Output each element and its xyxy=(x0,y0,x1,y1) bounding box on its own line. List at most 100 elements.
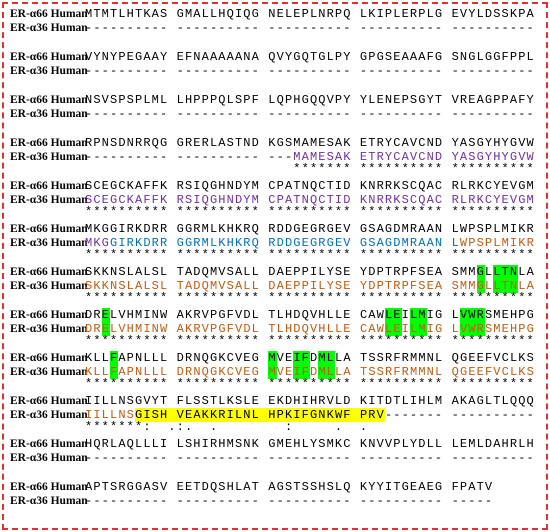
sequence-segment: APTSRGGASV EETDQSHLAT AGSTSSHSLQ KYYITGE… xyxy=(85,480,494,494)
conservation: ********** ********** ********** *******… xyxy=(85,334,535,348)
sequence-label: ER-α66 Human xyxy=(10,395,88,407)
sequence-label: ER-α66 Human xyxy=(10,94,88,106)
conservation: ********** ********** ********** *******… xyxy=(85,248,535,262)
sequence: ---------- ---------- ---------- -------… xyxy=(85,493,494,508)
sequence-segment: SCEGCKAFFK RSIQGHNDYM CPATNQCTID KNRRKSC… xyxy=(85,192,535,207)
sequence-segment: LVHMINW AKRVPGFVDL TLHDQVHLLE CAW xyxy=(110,321,385,336)
sequence: SKKNSLALSL TADQMVSALL DAEPPILYSE YDPTRPF… xyxy=(85,278,535,293)
sequence-segment: M xyxy=(268,364,277,379)
sequence-segment: LE xyxy=(384,308,402,322)
sequence-segment: GIRKDRR GGRMLKHKRQ RDDGEGRGEV GSAGDMRAAN… xyxy=(110,235,460,250)
sequence: MTMTLHTKAS GMALLHQIQG NELEPLNRPQ LKIPLER… xyxy=(85,8,535,21)
sequence-segment: ---------- ---------- ---------- -------… xyxy=(85,106,535,121)
sequence: ---------- ---------- ---------- -------… xyxy=(85,450,535,465)
sequence: VYNYPEGAAY EFNAAAAANA QVYGQTGLPY GPGSEAA… xyxy=(85,51,535,64)
sequence-segment: I xyxy=(401,321,410,336)
sequence-label: ER-α66 Human xyxy=(10,137,88,149)
sequence-segment: SKKNSLALSL TADQMVSALL DAEPPILYSE YDPTRPF… xyxy=(85,265,477,279)
sequence: ---------- ---------- ---------- -------… xyxy=(85,20,535,35)
sequence-segment: IF xyxy=(293,364,310,379)
sequence-segment: IILLNSGVYT FLSSTLKSLE EKDHIHRVLD KITDTLI… xyxy=(85,394,535,408)
sequence-segment: LM xyxy=(409,321,427,336)
sequence-segment: IG L xyxy=(426,308,460,322)
sequence-label: ER-α66 Human xyxy=(10,266,88,278)
sequence-segment: LA TSSRFRMMNL QGEEFVCLKS xyxy=(335,364,535,379)
sequence-segment: SCEGCKAFFK RSIQGHNDYM CPATNQCTID KNRRKSC… xyxy=(85,179,535,193)
sequence: KLLFAPNLLL DRNQGKCVEG MVEIFDMLLA TSSRFRM… xyxy=(85,364,535,379)
sequence-label: ER-α66 Human xyxy=(10,8,88,20)
sequence-segment: KLL xyxy=(85,351,110,365)
sequence-label: ER-α36 Human xyxy=(10,322,88,335)
sequence-label: ER-α36 Human xyxy=(10,365,88,378)
sequence: APTSRGGASV EETDQSHLAT AGSTSSHSLQ KYYITGE… xyxy=(85,481,493,494)
sequence-label: ER-α66 Human xyxy=(10,438,88,450)
sequence-label: ER-α36 Human xyxy=(10,279,88,292)
sequence-segment: VWR xyxy=(459,321,485,336)
sequence-segment: MKG xyxy=(85,235,110,250)
sequence-label: ER-α36 Human xyxy=(10,193,88,206)
sequence: ---------- ---------- ---MAMESAK ETRYCAV… xyxy=(85,149,535,164)
sequence-segment: F xyxy=(110,364,119,379)
sequence-segment: KLL xyxy=(85,364,110,379)
sequence: IILLNSGISH VEAKKRILNL HPKIFGNKWF PRV----… xyxy=(85,407,535,422)
sequence-segment: MAMESAK ETRYCAVCND YASGYHYGVW xyxy=(293,149,535,164)
sequence-segment: WPSPLMIKR xyxy=(459,235,535,250)
sequence-segment: SMEHPG xyxy=(484,321,535,336)
conservation: ********** ********** ********** *******… xyxy=(85,291,535,305)
sequence-segment: ---------- ---------- ---------- -------… xyxy=(85,63,535,78)
sequence: ---------- ---------- ---------- -------… xyxy=(85,106,535,121)
sequence-segment: LA xyxy=(518,278,535,293)
sequence-segment: APNLLL DRNQGKCVEG xyxy=(118,351,269,365)
sequence-segment: MKGGIRKDRR GGRMLKHKRQ RDDGEGRGEV GSAGDMR… xyxy=(85,222,535,236)
sequence-segment: ---------- ---------- ---------- -------… xyxy=(85,450,535,465)
sequence-segment: ---------- ---------- --- xyxy=(85,149,294,164)
sequence-segment: ML xyxy=(318,351,336,365)
sequence-label: ER-α36 Human xyxy=(10,150,88,163)
sequence-segment: F xyxy=(110,351,119,365)
sequence-segment: I xyxy=(401,308,410,322)
sequence-segment: GISH VEAKKRILNL HPKIFGNKWF PRV xyxy=(135,407,385,422)
sequence-segment: LA TSSRFRMMNL QGEEFVCLKS xyxy=(335,351,535,365)
sequence-segment: LE xyxy=(384,321,402,336)
sequence-segment: LM xyxy=(409,308,427,322)
sequence-label: ER-α66 Human xyxy=(10,180,88,192)
sequence-label: ER-α36 Human xyxy=(10,494,88,507)
sequence: IILLNSGVYT FLSSTLKSLE EKDHIHRVLD KITDTLI… xyxy=(85,395,535,408)
sequence-label: ER-α36 Human xyxy=(10,107,88,120)
sequence-segment: MTMTLHTKAS GMALLHQIQG NELEPLNRPQ LKIPLER… xyxy=(85,7,535,21)
sequence: SCEGCKAFFK RSIQGHNDYM CPATNQCTID KNRRKSC… xyxy=(85,192,535,207)
sequence-label: ER-α66 Human xyxy=(10,51,88,63)
sequence: ---------- ---------- ---------- -------… xyxy=(85,63,535,78)
sequence-segment: NSVSPSPLML LHPPPQLSPF LQPHGQQVPY YLENEPS… xyxy=(85,93,535,107)
sequence-segment: M xyxy=(268,351,277,365)
conservation: *******: .:. . : . . xyxy=(85,420,369,434)
sequence-segment: IG L xyxy=(426,321,460,336)
sequence: RPNSDNRRQG GRERLASTND KGSMAMESAK ETRYCAV… xyxy=(85,137,535,150)
sequence-segment: SMEHPG xyxy=(484,308,535,322)
sequence-segment: ---------- ---------- ---------- -------… xyxy=(85,493,494,508)
sequence-label: ER-α66 Human xyxy=(10,223,88,235)
sequence-segment: G xyxy=(476,265,485,279)
sequence-segment: APNLLL DRNQGKCVEG xyxy=(118,364,269,379)
sequence-segment: G xyxy=(476,278,485,293)
sequence: DRELVHMINW AKRVPGFVDL TLHDQVHLLE CAWLEIL… xyxy=(85,321,535,336)
sequence-segment: ML xyxy=(318,364,336,379)
sequence-segment: L xyxy=(484,278,494,293)
sequence-label: ER-α66 Human xyxy=(10,481,88,493)
sequence-segment: LVHMINW AKRVPGFVDL TLHDQVHLLE CAW xyxy=(110,308,385,322)
sequence-segment: ---------- ---------- ---------- -------… xyxy=(85,20,535,35)
sequence-segment: VYNYPEGAAY EFNAAAAANA QVYGQTGLPY GPGSEAA… xyxy=(85,50,535,64)
sequence: MKGGIRKDRR GGRMLKHKRQ RDDGEGRGEV GSAGDMR… xyxy=(85,223,535,236)
sequence-label: ER-α66 Human xyxy=(10,352,88,364)
sequence-label: ER-α66 Human xyxy=(10,309,88,321)
sequence-segment: VE xyxy=(276,351,294,365)
sequence-segment: LTN xyxy=(493,265,519,279)
sequence: SCEGCKAFFK RSIQGHNDYM CPATNQCTID KNRRKSC… xyxy=(85,180,535,193)
sequence-segment: E xyxy=(101,308,111,322)
sequence-segment: SKKNSLALSL TADQMVSALL DAEPPILYSE YDPTRPF… xyxy=(85,278,477,293)
sequence: KLLFAPNLLL DRNQGKCVEG MVEIFDMLLA TSSRFRM… xyxy=(85,351,535,365)
sequence-segment: D xyxy=(310,351,319,365)
sequence-segment: HQRLAQLLLI LSHIRHMSNK GMEHLYSMKC KNVVPLY… xyxy=(85,437,535,451)
